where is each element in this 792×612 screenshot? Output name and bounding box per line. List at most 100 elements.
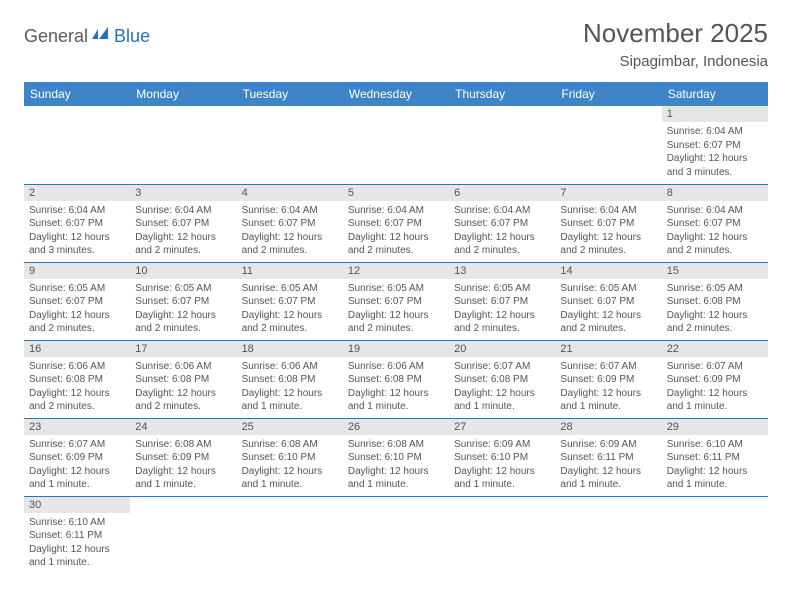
day-number: 26 <box>343 419 449 435</box>
day-details: Sunrise: 6:05 AMSunset: 6:07 PMDaylight:… <box>24 279 130 339</box>
page-header: General Blue November 2025 Sipagimbar, I… <box>24 18 768 70</box>
day-number: 18 <box>237 341 343 357</box>
day-number: 16 <box>24 341 130 357</box>
day-details: Sunrise: 6:06 AMSunset: 6:08 PMDaylight:… <box>24 357 130 417</box>
day-number: 24 <box>130 419 236 435</box>
calendar-cell <box>24 106 130 184</box>
day-details: Sunrise: 6:05 AMSunset: 6:07 PMDaylight:… <box>130 279 236 339</box>
day-number: 19 <box>343 341 449 357</box>
flag-icon <box>92 27 112 46</box>
calendar-cell <box>130 496 236 574</box>
calendar-cell: 28Sunrise: 6:09 AMSunset: 6:11 PMDayligh… <box>555 418 661 496</box>
day-number: 4 <box>237 185 343 201</box>
calendar-row: 16Sunrise: 6:06 AMSunset: 6:08 PMDayligh… <box>24 340 768 418</box>
day-number: 30 <box>24 497 130 513</box>
day-details: Sunrise: 6:10 AMSunset: 6:11 PMDaylight:… <box>24 513 130 573</box>
day-details: Sunrise: 6:04 AMSunset: 6:07 PMDaylight:… <box>237 201 343 261</box>
day-header: Thursday <box>449 82 555 106</box>
calendar-cell: 14Sunrise: 6:05 AMSunset: 6:07 PMDayligh… <box>555 262 661 340</box>
calendar-cell: 2Sunrise: 6:04 AMSunset: 6:07 PMDaylight… <box>24 184 130 262</box>
day-number: 20 <box>449 341 555 357</box>
day-details: Sunrise: 6:05 AMSunset: 6:07 PMDaylight:… <box>555 279 661 339</box>
calendar-cell <box>237 496 343 574</box>
day-number: 11 <box>237 263 343 279</box>
day-details: Sunrise: 6:04 AMSunset: 6:07 PMDaylight:… <box>662 201 768 261</box>
calendar-cell <box>343 496 449 574</box>
day-number: 13 <box>449 263 555 279</box>
day-number: 28 <box>555 419 661 435</box>
calendar-cell: 25Sunrise: 6:08 AMSunset: 6:10 PMDayligh… <box>237 418 343 496</box>
day-details: Sunrise: 6:08 AMSunset: 6:09 PMDaylight:… <box>130 435 236 495</box>
day-details: Sunrise: 6:06 AMSunset: 6:08 PMDaylight:… <box>130 357 236 417</box>
calendar-cell: 8Sunrise: 6:04 AMSunset: 6:07 PMDaylight… <box>662 184 768 262</box>
calendar-cell: 29Sunrise: 6:10 AMSunset: 6:11 PMDayligh… <box>662 418 768 496</box>
day-details: Sunrise: 6:08 AMSunset: 6:10 PMDaylight:… <box>237 435 343 495</box>
day-number: 25 <box>237 419 343 435</box>
day-header: Saturday <box>662 82 768 106</box>
day-details: Sunrise: 6:04 AMSunset: 6:07 PMDaylight:… <box>662 122 768 182</box>
logo-text-blue: Blue <box>114 26 150 47</box>
calendar-body: 1Sunrise: 6:04 AMSunset: 6:07 PMDaylight… <box>24 106 768 574</box>
calendar-cell <box>237 106 343 184</box>
day-details: Sunrise: 6:07 AMSunset: 6:09 PMDaylight:… <box>555 357 661 417</box>
title-block: November 2025 Sipagimbar, Indonesia <box>583 18 768 70</box>
day-details: Sunrise: 6:07 AMSunset: 6:09 PMDaylight:… <box>662 357 768 417</box>
calendar-row: 30Sunrise: 6:10 AMSunset: 6:11 PMDayligh… <box>24 496 768 574</box>
calendar-cell: 22Sunrise: 6:07 AMSunset: 6:09 PMDayligh… <box>662 340 768 418</box>
day-details: Sunrise: 6:07 AMSunset: 6:08 PMDaylight:… <box>449 357 555 417</box>
calendar-cell <box>449 496 555 574</box>
calendar-row: 1Sunrise: 6:04 AMSunset: 6:07 PMDaylight… <box>24 106 768 184</box>
day-details: Sunrise: 6:05 AMSunset: 6:07 PMDaylight:… <box>343 279 449 339</box>
day-number: 7 <box>555 185 661 201</box>
calendar-row: 23Sunrise: 6:07 AMSunset: 6:09 PMDayligh… <box>24 418 768 496</box>
day-details: Sunrise: 6:05 AMSunset: 6:07 PMDaylight:… <box>237 279 343 339</box>
calendar-cell: 26Sunrise: 6:08 AMSunset: 6:10 PMDayligh… <box>343 418 449 496</box>
logo-text-general: General <box>24 26 88 47</box>
day-number: 10 <box>130 263 236 279</box>
day-header: Tuesday <box>237 82 343 106</box>
calendar-cell: 10Sunrise: 6:05 AMSunset: 6:07 PMDayligh… <box>130 262 236 340</box>
calendar-cell: 7Sunrise: 6:04 AMSunset: 6:07 PMDaylight… <box>555 184 661 262</box>
calendar-row: 9Sunrise: 6:05 AMSunset: 6:07 PMDaylight… <box>24 262 768 340</box>
calendar-cell <box>130 106 236 184</box>
day-header: Friday <box>555 82 661 106</box>
calendar-cell: 30Sunrise: 6:10 AMSunset: 6:11 PMDayligh… <box>24 496 130 574</box>
day-number: 23 <box>24 419 130 435</box>
calendar-table: SundayMondayTuesdayWednesdayThursdayFrid… <box>24 82 768 574</box>
calendar-cell <box>662 496 768 574</box>
day-number: 15 <box>662 263 768 279</box>
calendar-cell: 11Sunrise: 6:05 AMSunset: 6:07 PMDayligh… <box>237 262 343 340</box>
day-header: Monday <box>130 82 236 106</box>
day-number: 22 <box>662 341 768 357</box>
day-details: Sunrise: 6:10 AMSunset: 6:11 PMDaylight:… <box>662 435 768 495</box>
day-number: 6 <box>449 185 555 201</box>
calendar-cell: 21Sunrise: 6:07 AMSunset: 6:09 PMDayligh… <box>555 340 661 418</box>
day-details: Sunrise: 6:06 AMSunset: 6:08 PMDaylight:… <box>343 357 449 417</box>
calendar-cell: 24Sunrise: 6:08 AMSunset: 6:09 PMDayligh… <box>130 418 236 496</box>
calendar-cell <box>449 106 555 184</box>
day-header-row: SundayMondayTuesdayWednesdayThursdayFrid… <box>24 82 768 106</box>
calendar-cell: 3Sunrise: 6:04 AMSunset: 6:07 PMDaylight… <box>130 184 236 262</box>
day-number: 3 <box>130 185 236 201</box>
day-details: Sunrise: 6:06 AMSunset: 6:08 PMDaylight:… <box>237 357 343 417</box>
day-details: Sunrise: 6:04 AMSunset: 6:07 PMDaylight:… <box>24 201 130 261</box>
calendar-cell <box>555 106 661 184</box>
logo: General Blue <box>24 18 150 47</box>
calendar-cell: 16Sunrise: 6:06 AMSunset: 6:08 PMDayligh… <box>24 340 130 418</box>
day-details: Sunrise: 6:04 AMSunset: 6:07 PMDaylight:… <box>130 201 236 261</box>
calendar-cell: 13Sunrise: 6:05 AMSunset: 6:07 PMDayligh… <box>449 262 555 340</box>
calendar-cell: 9Sunrise: 6:05 AMSunset: 6:07 PMDaylight… <box>24 262 130 340</box>
calendar-cell: 23Sunrise: 6:07 AMSunset: 6:09 PMDayligh… <box>24 418 130 496</box>
day-number: 2 <box>24 185 130 201</box>
day-number: 17 <box>130 341 236 357</box>
day-details: Sunrise: 6:05 AMSunset: 6:08 PMDaylight:… <box>662 279 768 339</box>
day-header: Wednesday <box>343 82 449 106</box>
calendar-cell <box>343 106 449 184</box>
day-number: 5 <box>343 185 449 201</box>
day-header: Sunday <box>24 82 130 106</box>
day-details: Sunrise: 6:04 AMSunset: 6:07 PMDaylight:… <box>343 201 449 261</box>
location: Sipagimbar, Indonesia <box>583 53 768 70</box>
day-number: 21 <box>555 341 661 357</box>
calendar-cell: 18Sunrise: 6:06 AMSunset: 6:08 PMDayligh… <box>237 340 343 418</box>
calendar-cell: 15Sunrise: 6:05 AMSunset: 6:08 PMDayligh… <box>662 262 768 340</box>
